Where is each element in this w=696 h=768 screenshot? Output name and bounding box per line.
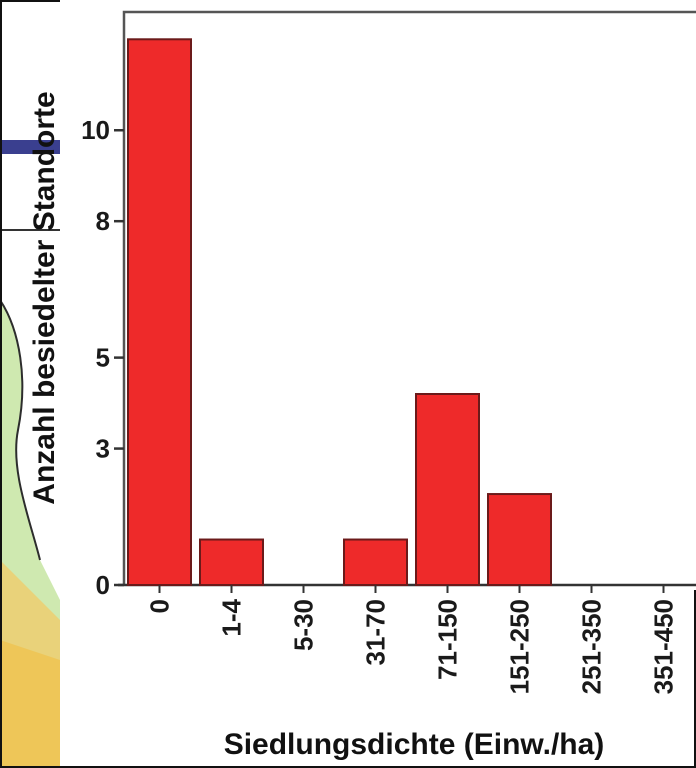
y-tick-label: 3 [96, 434, 110, 464]
bar-31-70 [343, 538, 408, 586]
y-axis-label: Anzahl besiedelter Standorte [28, 91, 61, 504]
x-tick-label: 1-4 [217, 598, 247, 636]
bar-0 [127, 38, 192, 587]
plot-frame [122, 10, 696, 585]
x-axis-ticks: 0 1-4 5-30 31-70 71-150 151-250 251-350 351-450 [145, 585, 679, 694]
y-axis-ticks: 0 3 5 8 10 [81, 115, 124, 600]
x-tick-label: 71-150 [433, 599, 463, 680]
y-tick-label: 5 [96, 343, 110, 373]
x-tick-label: 251-350 [577, 599, 607, 694]
bar-1-4 [199, 538, 264, 586]
x-tick-label: 151-250 [505, 599, 535, 694]
x-tick-label: 351-450 [649, 599, 679, 694]
x-axis-label: Siedlungsdichte (Einw./ha) [224, 728, 605, 761]
bar-71-150 [415, 393, 480, 586]
bar-151-250 [487, 493, 552, 586]
x-tick-label: 5-30 [289, 599, 319, 651]
x-tick-label: 31-70 [361, 599, 391, 666]
y-tick-label: 0 [96, 570, 110, 600]
y-tick-label: 8 [96, 206, 110, 236]
x-tick-label: 0 [145, 599, 175, 613]
y-tick-label: 10 [81, 115, 110, 145]
